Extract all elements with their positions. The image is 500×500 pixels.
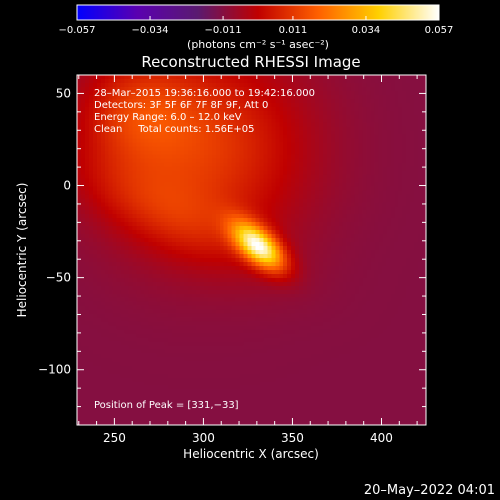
colorbar-tick-label: −0.057 (58, 25, 95, 36)
annotation-line-3: Energy Range: 6.0 – 12.0 keV (94, 112, 242, 123)
x-tick-label: 250 (103, 431, 126, 445)
annotation-block: 28–Mar–2015 19:36:16.000 to 19:42:16.000… (94, 88, 315, 135)
x-tick-label: 300 (192, 431, 215, 445)
y-tick-label: 0 (63, 179, 71, 193)
colorbar-tick-label: −0.034 (132, 25, 169, 36)
colorbar-tick-label: −0.011 (205, 25, 242, 36)
chart-title: Reconstructed RHESSI Image (141, 53, 360, 71)
axis-ticks: 250 300 350 400 50 0 −50 −100 (38, 74, 426, 445)
y-tick-label: −100 (38, 363, 71, 377)
footer-date: 20–May–2022 04:01 (364, 483, 495, 498)
colorbar-tick-label: 0.011 (279, 25, 308, 36)
x-tick-label: 400 (370, 431, 393, 445)
colorbar-tick-label: 0.034 (352, 25, 381, 36)
y-tick-label: 50 (56, 86, 71, 100)
colorbar-units: (photons cm⁻² s⁻¹ asec⁻²) (187, 38, 329, 51)
y-tick-label: −50 (46, 271, 71, 285)
colorbar-frame (76, 4, 440, 21)
annotation-line-2: Detectors: 3F 5F 6F 7F 8F 9F, Att 0 (94, 100, 268, 111)
colorbar-ticks: −0.057 −0.034 −0.011 0.011 0.034 0.057 (58, 16, 453, 36)
x-tick-label: 350 (281, 431, 304, 445)
x-axis-label: Heliocentric X (arcsec) (183, 447, 319, 461)
heatmap-image (77, 75, 426, 425)
colorbar (77, 5, 439, 20)
colorbar-tick-label: 0.057 (425, 25, 454, 36)
plot-frame (76, 74, 427, 426)
annotation-line-1: 28–Mar–2015 19:36:16.000 to 19:42:16.000 (94, 88, 315, 99)
peak-position-label: Position of Peak = [331,−33] (94, 400, 239, 411)
annotation-line-4: Clean Total counts: 1.56E+05 (94, 124, 254, 135)
y-axis-label: Heliocentric Y (arcsec) (15, 183, 29, 318)
